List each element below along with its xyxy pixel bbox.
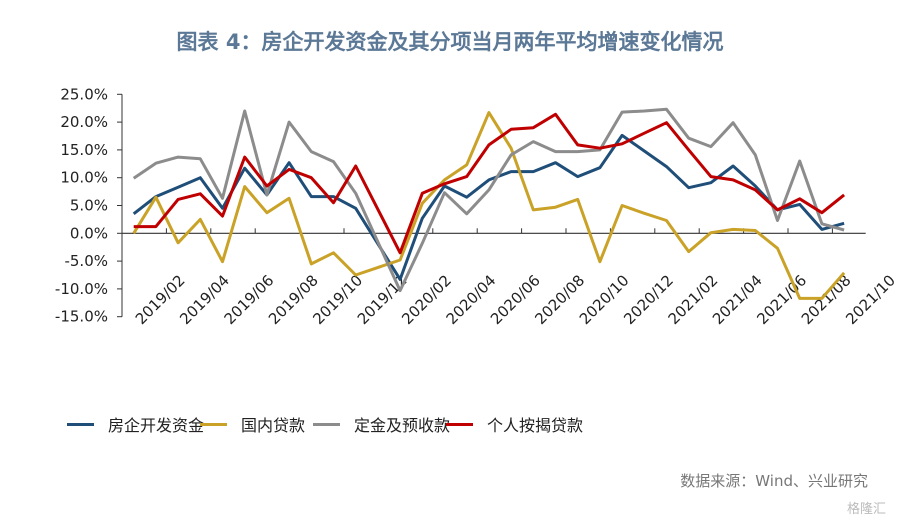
legend-item-deposits: 定金及预收款 [313, 412, 450, 436]
line-chart: 25.0% 20.0% 15.0% 10.0% 5.0% 0.0% -5.0% -10.0% -… [55, 85, 899, 328]
series-line-3 [132, 107, 845, 293]
x-tick-label: 2021/10 [842, 271, 899, 328]
legend-item-developer-funds: 房企开发资金 [67, 412, 204, 436]
series-line-1 [132, 133, 845, 281]
legend-item-domestic-loans: 国内贷款 [200, 412, 305, 436]
watermark-logo: 格隆汇 [846, 502, 886, 517]
legend: 房企开发资金 国内贷款 定金及预收款 个人按揭贷款 [0, 412, 900, 436]
chart-title: 图表 4：房企开发资金及其分项当月两年平均增速变化情况 [176, 30, 724, 54]
legend-label: 个人按揭贷款 [487, 416, 584, 435]
y-tick-label: -15.0% [55, 308, 108, 326]
legend-label: 国内贷款 [241, 416, 306, 435]
y-tick-label: -5.0% [64, 252, 108, 270]
legend-swatch [67, 422, 94, 426]
y-tick-label: 20.0% [60, 113, 108, 131]
legend-swatch [313, 422, 340, 426]
y-tick-label: 10.0% [60, 169, 108, 187]
legend-label: 房企开发资金 [108, 416, 205, 435]
y-tick-label: 15.0% [60, 141, 108, 159]
y-tick-label: 25.0% [60, 85, 108, 103]
y-tick-label: 5.0% [70, 197, 108, 215]
series-line-4 [133, 112, 846, 255]
series-line-2 [132, 111, 846, 300]
source-note: 数据来源：Wind、兴业研究 [680, 472, 868, 490]
legend-swatch [446, 422, 473, 426]
legend-item-mortgage: 个人按揭贷款 [446, 412, 583, 436]
y-tick-label: 0.0% [70, 224, 108, 242]
legend-swatch [200, 422, 227, 426]
legend-label: 定金及预收款 [354, 416, 451, 435]
y-tick-label: -10.0% [55, 280, 108, 298]
